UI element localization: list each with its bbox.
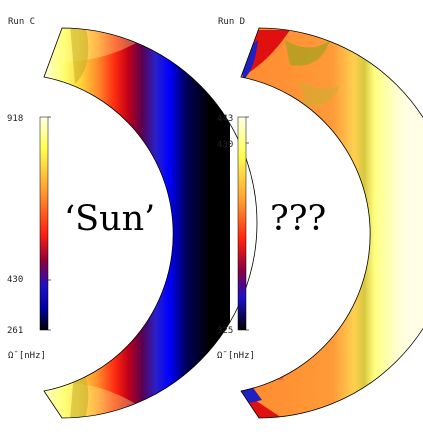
colorbar-min-label: 325 <box>217 326 233 336</box>
colorbar-gradient <box>238 117 246 330</box>
overlay-label: ‘Sun’ <box>64 199 155 239</box>
colorbar-max-label: 918 <box>7 114 23 124</box>
colorbar-min-label: 261 <box>7 326 23 336</box>
colorbar-unit-label: Ω̄ [nHz] <box>217 351 255 361</box>
panel-run-d: Run D 443 430 325 Ω̄ [nHz] <box>217 17 423 430</box>
panel-run-c: Run C 918 430 261 Ω̄ [nHz] ‘Sun’ <box>7 17 257 430</box>
colorbar: 918 430 261 Ω̄ [nHz] <box>7 114 51 361</box>
panel-title: Run D <box>218 17 245 27</box>
colorbar-tick-label: 430 <box>217 140 233 150</box>
overlay-label: ??? <box>270 199 326 239</box>
colorbar-max-label: 443 <box>217 114 233 124</box>
panel-title: Run C <box>8 17 35 27</box>
colorbar-tick-label: 430 <box>7 275 23 285</box>
colorbar-gradient <box>40 117 48 330</box>
colorbar-unit-label: Ω̄ [nHz] <box>8 351 46 361</box>
